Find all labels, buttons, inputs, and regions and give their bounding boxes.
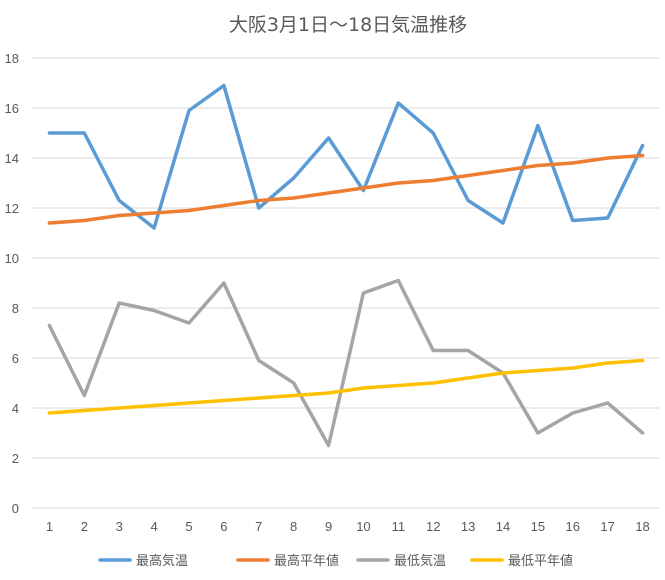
legend-label: 最低気温 xyxy=(394,553,446,569)
y-tick-label: 16 xyxy=(5,101,19,116)
x-tick-label: 7 xyxy=(255,519,262,534)
series-line-1 xyxy=(47,153,645,225)
x-tick-label: 17 xyxy=(600,519,614,534)
x-tick-label: 12 xyxy=(426,519,440,534)
x-tick-label: 4 xyxy=(150,519,157,534)
chart-title: 大阪3月1日～18日気温推移 xyxy=(229,14,467,36)
y-tick-label: 14 xyxy=(5,151,19,166)
x-tick-label: 18 xyxy=(635,519,649,534)
legend-label: 最高平年値 xyxy=(274,553,339,569)
y-tick-label: 0 xyxy=(12,501,19,516)
y-tick-label: 18 xyxy=(5,51,19,66)
x-tick-label: 6 xyxy=(220,519,227,534)
x-tick-label: 2 xyxy=(81,519,88,534)
series-lines xyxy=(47,83,645,448)
x-tick-label: 16 xyxy=(566,519,580,534)
x-tick-label: 11 xyxy=(392,519,406,534)
x-tick-label: 8 xyxy=(290,519,297,534)
x-tick-label: 15 xyxy=(531,519,545,534)
x-tick-label: 9 xyxy=(325,519,332,534)
y-tick-label: 10 xyxy=(5,251,19,266)
x-tick-label: 13 xyxy=(461,519,475,534)
legend-label: 最高気温 xyxy=(136,553,188,569)
y-tick-label: 4 xyxy=(12,401,19,416)
x-tick-label: 1 xyxy=(46,519,53,534)
series-line-2 xyxy=(47,278,645,448)
x-tick-label: 3 xyxy=(116,519,123,534)
series-line-3 xyxy=(47,358,645,415)
y-tick-label: 8 xyxy=(12,301,19,316)
x-tick-label: 5 xyxy=(185,519,192,534)
x-tick-label: 14 xyxy=(496,519,510,534)
x-tick-label: 10 xyxy=(356,519,370,534)
y-axis-ticks: 0 2 4 6 8 10 12 14 16 18 xyxy=(5,51,19,516)
y-tick-label: 6 xyxy=(12,351,19,366)
x-axis-ticks: 1 2 3 4 5 6 7 8 9 10 11 12 13 14 15 16 17 18 xyxy=(46,519,650,534)
legend: 最高気温 最高平年値 最低気温 最低平年値 xyxy=(98,553,573,569)
gridlines xyxy=(32,57,660,509)
y-tick-label: 2 xyxy=(12,451,19,466)
y-tick-label: 12 xyxy=(5,201,19,216)
series-line-0 xyxy=(47,83,645,230)
legend-label: 最低平年値 xyxy=(508,553,573,569)
